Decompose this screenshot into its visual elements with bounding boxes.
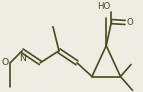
Text: N: N [19, 54, 26, 63]
Text: O: O [1, 58, 9, 67]
Text: HO: HO [97, 2, 110, 11]
Text: O: O [126, 18, 133, 27]
